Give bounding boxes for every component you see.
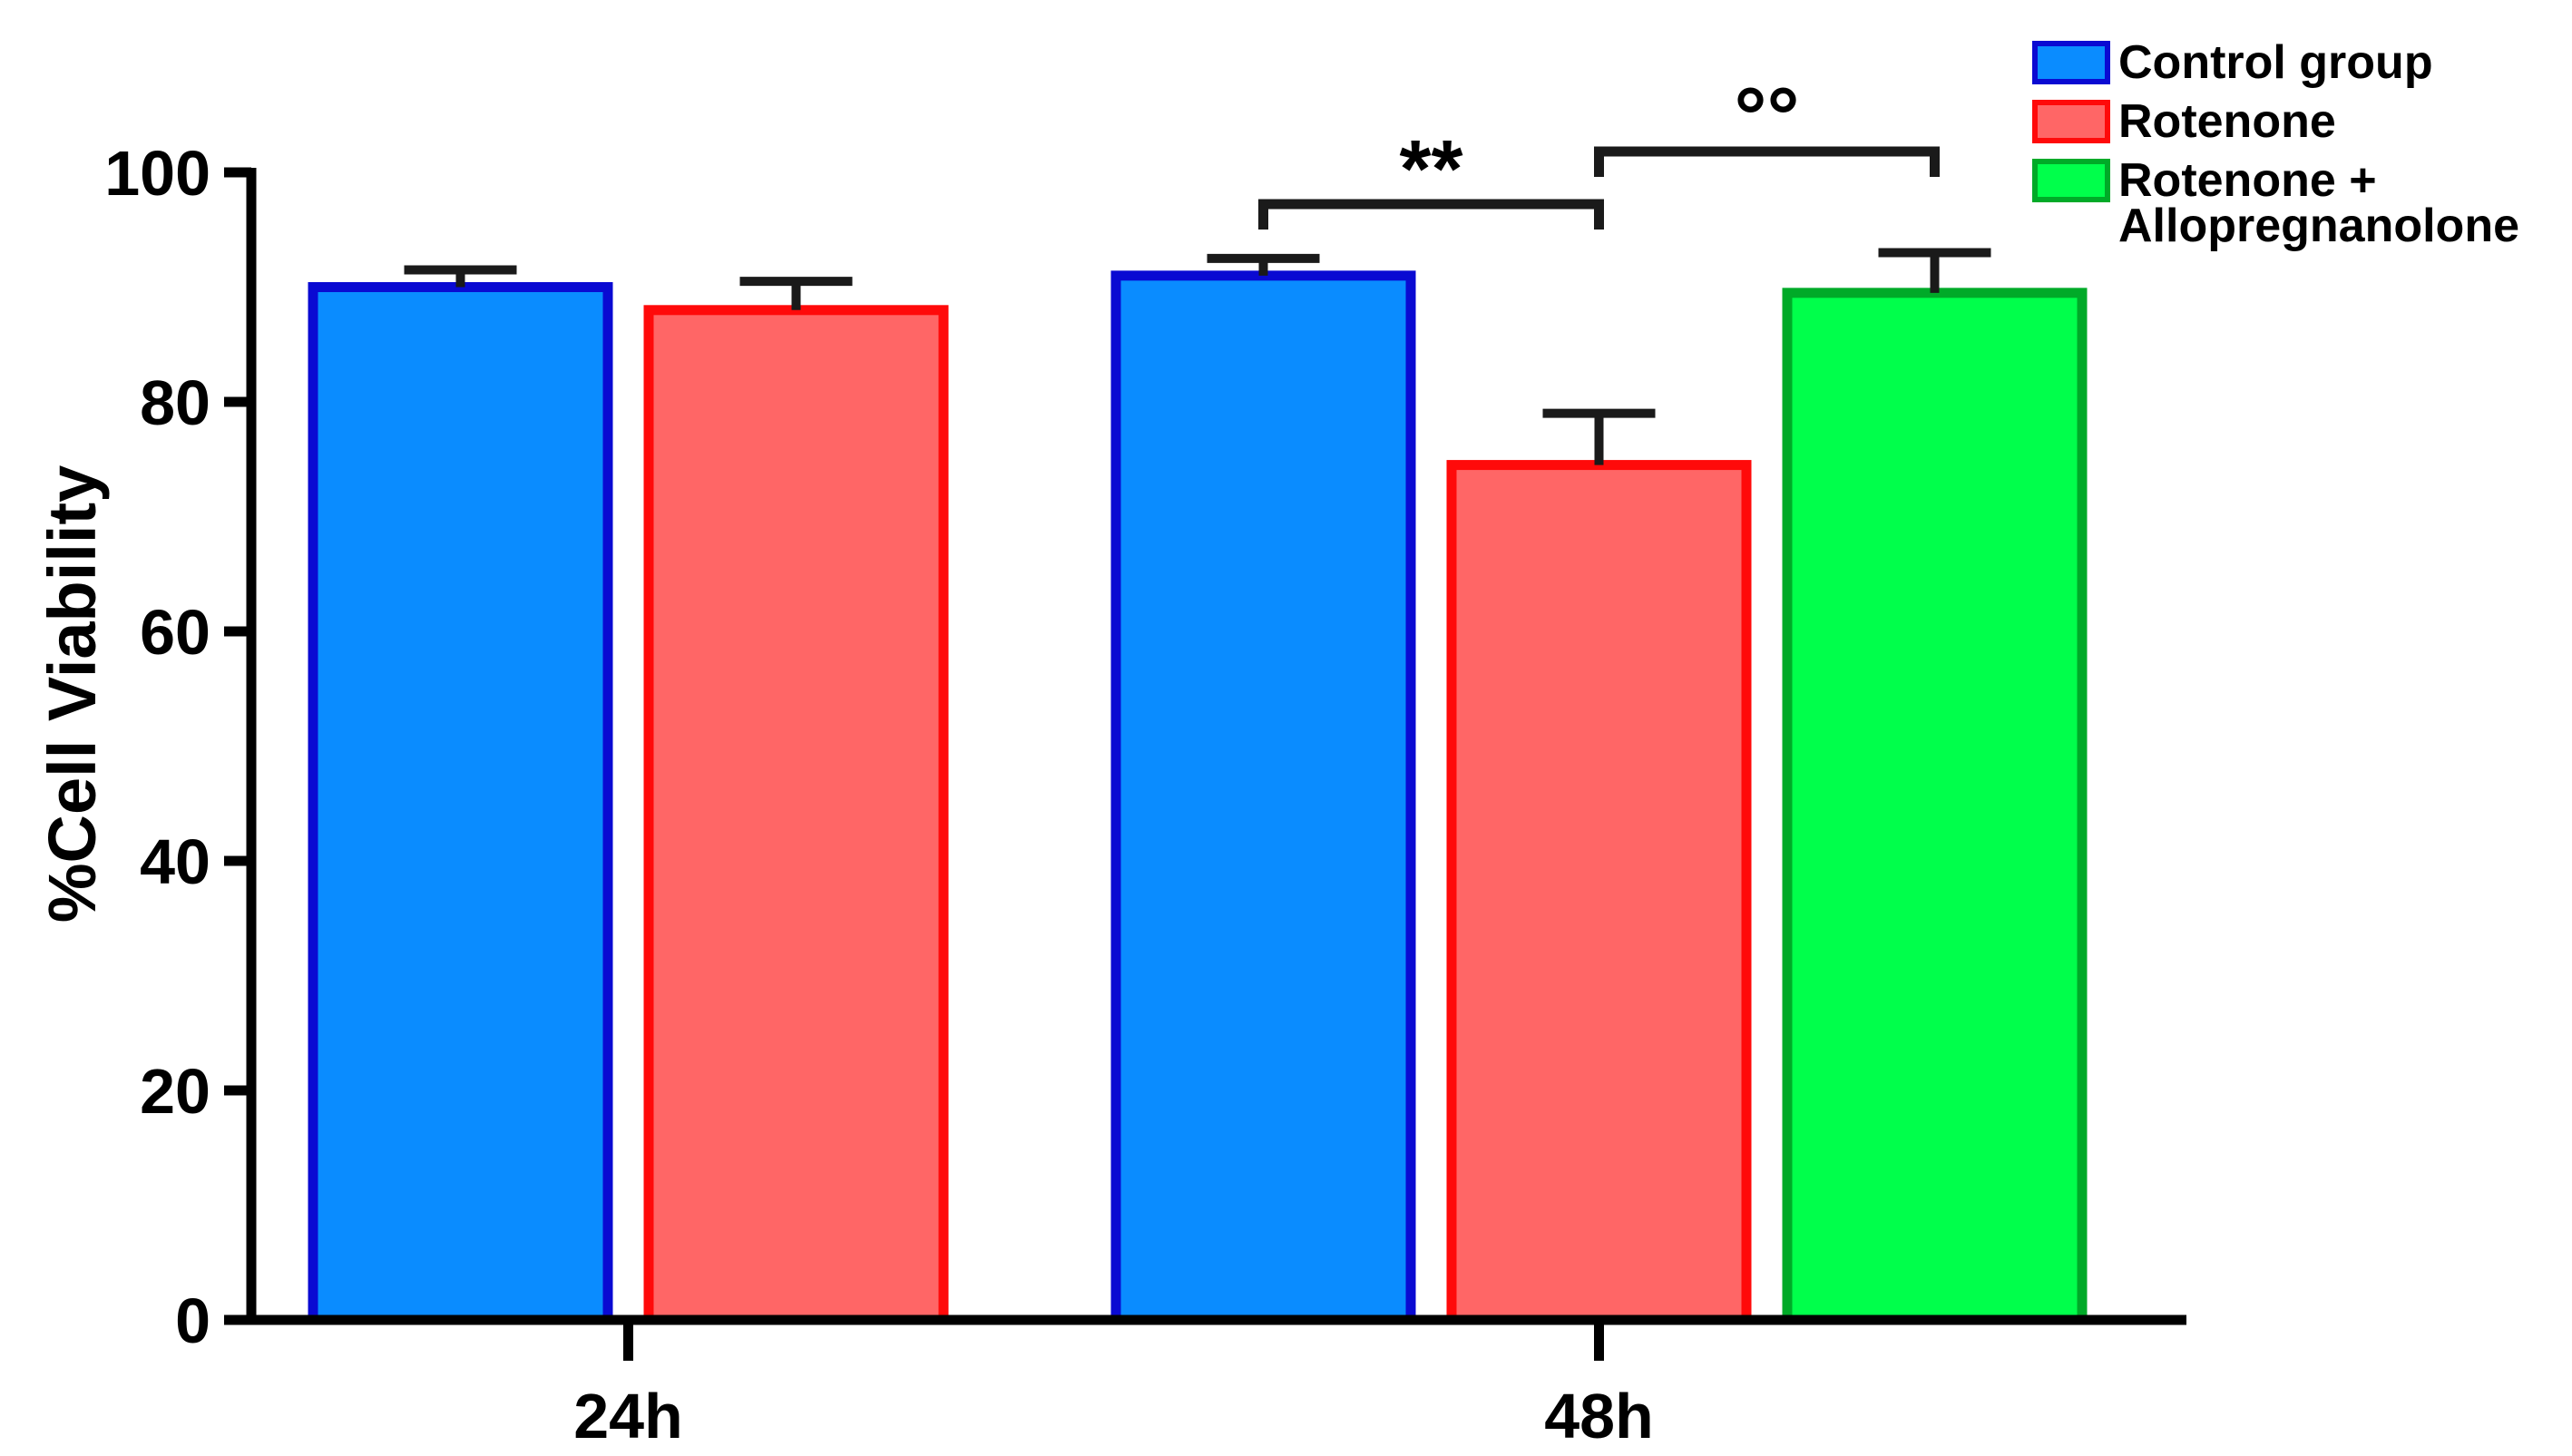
legend-label-rotenone-allopregnanolone: Rotenone + bbox=[2118, 154, 2377, 207]
bar-48h-rotenone-allopregnanolone bbox=[1782, 288, 2088, 1325]
y-tick-label-0: 0 bbox=[175, 1285, 210, 1356]
significance-bracket-2 bbox=[1594, 146, 1940, 177]
y-axis-title: %Cell Viability bbox=[34, 465, 110, 923]
y-tick-label-80: 80 bbox=[140, 367, 210, 438]
bar-24h-rotenone bbox=[643, 305, 949, 1325]
legend-label-control-group: Control group bbox=[2118, 36, 2433, 89]
y-tick-label-40: 40 bbox=[140, 826, 210, 897]
bars-layer bbox=[308, 270, 2088, 1325]
bar-24h-control-group bbox=[308, 282, 613, 1325]
axes-layer: 0 20 40 60 80 100 24h 48h bbox=[104, 138, 2186, 1451]
y-tick-label-20: 20 bbox=[140, 1056, 210, 1127]
legend-swatch-rotenone bbox=[2032, 100, 2110, 143]
y-tick-label-60: 60 bbox=[140, 597, 210, 668]
significance-layer: ** °° bbox=[1258, 72, 1940, 230]
error-bars-layer bbox=[404, 248, 1991, 465]
legend-swatch-control-group bbox=[2032, 41, 2110, 84]
bar-48h-rotenone bbox=[1446, 460, 1752, 1325]
bar-48h-control-group bbox=[1110, 270, 1416, 1325]
significance-bracket-1 bbox=[1258, 199, 1604, 230]
legend-label-rotenone-allopregnanolone-line-2: Allopregnanolone bbox=[2118, 200, 2519, 252]
legend: Control group Rotenone Rotenone +Allopregn… bbox=[2032, 36, 2519, 252]
y-tick-label-100: 100 bbox=[104, 138, 210, 209]
significance-label-2: °° bbox=[1735, 72, 1800, 162]
x-tick-label-24h: 24h bbox=[573, 1381, 683, 1451]
x-tick-label-48h: 48h bbox=[1544, 1381, 1654, 1451]
significance-label-1: ** bbox=[1399, 124, 1462, 215]
legend-label-rotenone: Rotenone bbox=[2118, 95, 2336, 148]
legend-swatch-rotenone-allopregnanolone bbox=[2032, 159, 2110, 202]
